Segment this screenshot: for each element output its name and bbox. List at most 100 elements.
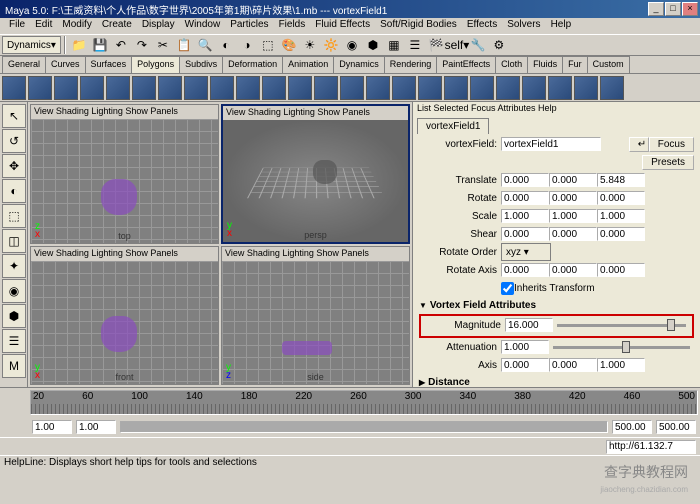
shear-y[interactable] — [549, 227, 597, 241]
shear-z[interactable] — [597, 227, 645, 241]
toolbox-tool-2[interactable]: ✥ — [2, 154, 26, 178]
rotaxis-z[interactable] — [597, 263, 645, 277]
goto-button[interactable]: ↵ — [629, 137, 649, 152]
viewport-canvas[interactable]: yx front — [31, 261, 218, 385]
minimize-button[interactable]: _ — [648, 2, 664, 16]
shelf-icon-18[interactable] — [470, 76, 494, 100]
tool-icon-10[interactable]: 🎨 — [279, 35, 299, 55]
viewport-persp[interactable]: View Shading Lighting Show Panels yx per… — [221, 104, 410, 244]
shelf-tab-custom[interactable]: Custom — [587, 56, 630, 73]
viewport-menu[interactable]: View Shading Lighting Show Panels — [222, 247, 409, 261]
rotorder-select[interactable]: xyz ▾ — [501, 243, 551, 261]
shelf-tab-deformation[interactable]: Deformation — [222, 56, 283, 73]
name-field[interactable] — [501, 137, 601, 151]
shelf-icon-13[interactable] — [340, 76, 364, 100]
axis-y[interactable] — [549, 358, 597, 372]
viewport-canvas[interactable]: zx top — [31, 119, 218, 243]
tool-icon-3[interactable]: ↷ — [132, 35, 152, 55]
shelf-icon-21[interactable] — [548, 76, 572, 100]
tool-icon-1[interactable]: 💾 — [90, 35, 110, 55]
shelf-tab-fur[interactable]: Fur — [562, 56, 588, 73]
tool-icon-7[interactable]: ◐ — [216, 35, 236, 55]
focus-button[interactable]: Focus — [649, 137, 694, 152]
shelf-tab-polygons[interactable]: Polygons — [131, 56, 180, 73]
viewport-canvas[interactable]: yz side — [222, 261, 409, 385]
vortex-section-header[interactable]: Vortex Field Attributes — [419, 298, 694, 313]
shelf-icon-16[interactable] — [418, 76, 442, 100]
toolbox-tool-4[interactable]: ⬚ — [2, 204, 26, 228]
range-end-a[interactable] — [612, 420, 652, 434]
viewport-menu[interactable]: View Shading Lighting Show Panels — [223, 106, 408, 120]
shelf-icon-19[interactable] — [496, 76, 520, 100]
menu-create[interactable]: Create — [97, 18, 137, 34]
viewport-front[interactable]: View Shading Lighting Show Panels yx fro… — [30, 246, 219, 386]
shelf-icon-4[interactable] — [106, 76, 130, 100]
translate-x[interactable] — [501, 173, 549, 187]
tool-icon-20[interactable]: ⚙ — [489, 35, 509, 55]
time-slider[interactable]: 2060100140180220260300340380420460500 — [0, 387, 700, 417]
translate-y[interactable] — [549, 173, 597, 187]
tool-icon-12[interactable]: 🔆 — [321, 35, 341, 55]
menu-particles[interactable]: Particles — [225, 18, 273, 34]
menu-softrigidbodies[interactable]: Soft/Rigid Bodies — [375, 18, 462, 34]
tool-icon-4[interactable]: ✂ — [153, 35, 173, 55]
shelf-icon-5[interactable] — [132, 76, 156, 100]
range-start-a[interactable] — [32, 420, 72, 434]
rotaxis-y[interactable] — [549, 263, 597, 277]
attenuation-field[interactable] — [501, 340, 549, 354]
shelf-tab-dynamics[interactable]: Dynamics — [333, 56, 385, 73]
viewport-menu[interactable]: View Shading Lighting Show Panels — [31, 247, 218, 261]
shelf-tab-general[interactable]: General — [2, 56, 46, 73]
shelf-tab-curves[interactable]: Curves — [45, 56, 86, 73]
shelf-tab-animation[interactable]: Animation — [282, 56, 334, 73]
rotate-y[interactable] — [549, 191, 597, 205]
shelf-icon-8[interactable] — [210, 76, 234, 100]
menu-modify[interactable]: Modify — [57, 18, 96, 34]
mode-selector[interactable]: Dynamics ▾ — [2, 36, 61, 54]
viewport-canvas[interactable]: yx persp — [223, 120, 408, 242]
shear-x[interactable] — [501, 227, 549, 241]
shelf-icon-1[interactable] — [28, 76, 52, 100]
distance-section-header[interactable]: Distance — [419, 375, 694, 387]
shelf-icon-3[interactable] — [80, 76, 104, 100]
tool-icon-8[interactable]: ◑ — [237, 35, 257, 55]
tool-icon-2[interactable]: ↶ — [111, 35, 131, 55]
tool-icon-15[interactable]: ▦ — [384, 35, 404, 55]
magnitude-field[interactable] — [505, 318, 553, 332]
shelf-tab-surfaces[interactable]: Surfaces — [85, 56, 133, 73]
shelf-tab-painteffects[interactable]: PaintEffects — [436, 56, 496, 73]
tool-icon-16[interactable]: ☰ — [405, 35, 425, 55]
toolbox-tool-5[interactable]: ◫ — [2, 229, 26, 253]
tool-icon-9[interactable]: ⬚ — [258, 35, 278, 55]
viewport-menu[interactable]: View Shading Lighting Show Panels — [31, 105, 218, 119]
shelf-icon-2[interactable] — [54, 76, 78, 100]
shelf-icon-22[interactable] — [574, 76, 598, 100]
tool-icon-14[interactable]: ⬢ — [363, 35, 383, 55]
translate-z[interactable] — [597, 173, 645, 187]
scale-x[interactable] — [501, 209, 549, 223]
toolbox-tool-10[interactable]: M — [2, 354, 26, 378]
command-line[interactable] — [0, 437, 700, 455]
shelf-tab-rendering[interactable]: Rendering — [384, 56, 438, 73]
shelf-icon-0[interactable] — [2, 76, 26, 100]
tool-icon-6[interactable]: 🔍 — [195, 35, 215, 55]
shelf-icon-20[interactable] — [522, 76, 546, 100]
viewport-top[interactable]: View Shading Lighting Show Panels zx top — [30, 104, 219, 244]
toolbox-tool-0[interactable]: ↖ — [2, 104, 26, 128]
shelf-icon-11[interactable] — [288, 76, 312, 100]
tool-icon-19[interactable]: 🔧 — [468, 35, 488, 55]
toolbox-tool-7[interactable]: ◉ — [2, 279, 26, 303]
magnitude-slider[interactable] — [557, 324, 686, 327]
ae-tab[interactable]: vortexField1 — [417, 118, 489, 134]
menu-effects[interactable]: Effects — [462, 18, 502, 34]
rotaxis-x[interactable] — [501, 263, 549, 277]
toolbox-tool-6[interactable]: ✦ — [2, 254, 26, 278]
scale-z[interactable] — [597, 209, 645, 223]
menu-edit[interactable]: Edit — [30, 18, 57, 34]
shelf-icon-23[interactable] — [600, 76, 624, 100]
shelf-icon-14[interactable] — [366, 76, 390, 100]
ae-menu[interactable]: List Selected Focus Attributes Help — [413, 102, 700, 116]
tool-icon-17[interactable]: 🏁 — [426, 35, 446, 55]
rotate-x[interactable] — [501, 191, 549, 205]
shelf-icon-17[interactable] — [444, 76, 468, 100]
